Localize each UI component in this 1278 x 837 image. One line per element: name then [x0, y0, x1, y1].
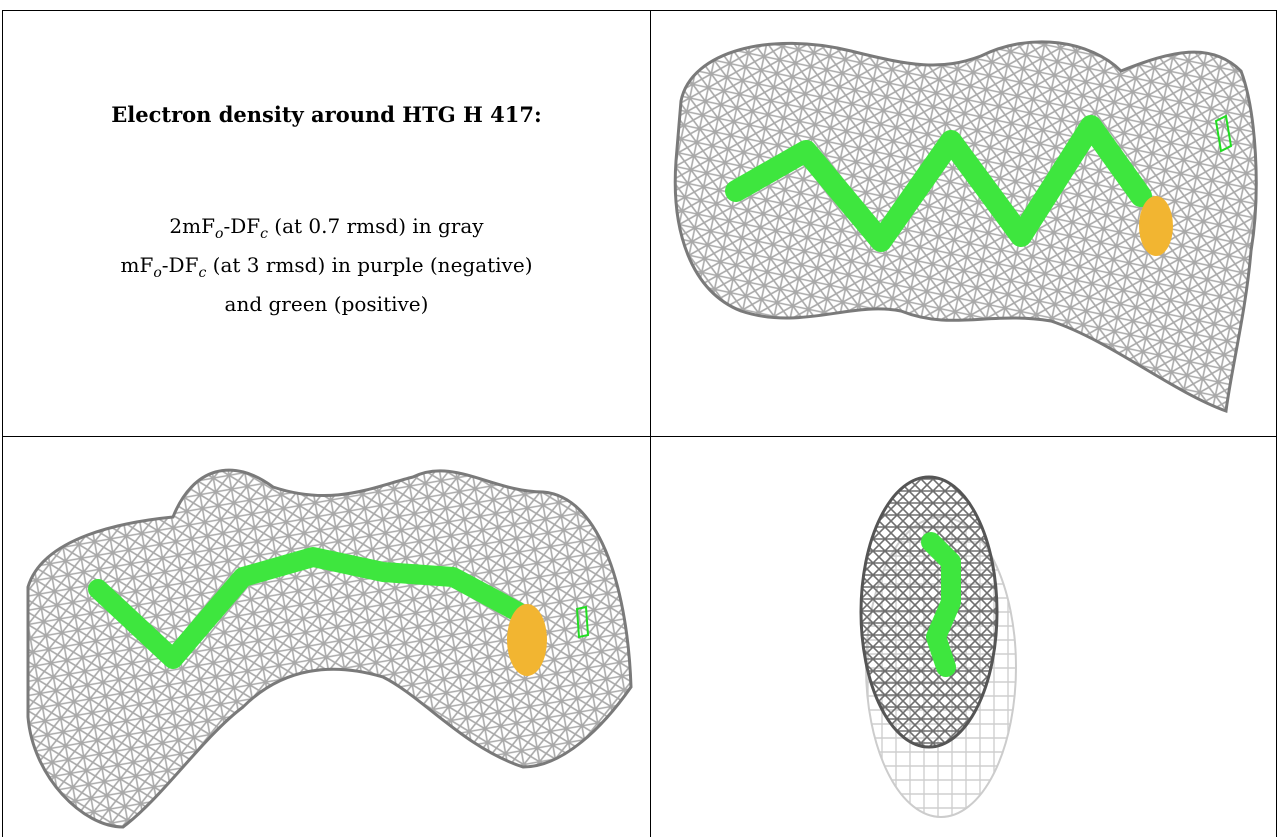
- legend-line-fofc: mFo-DFc (at 3 rmsd) in purple (negative): [120, 253, 533, 281]
- density-render-2: [26, 468, 633, 829]
- table-border-right: [1276, 10, 1277, 837]
- legend-cell: Electron density around HTG H 417: 2mFo-…: [3, 11, 650, 436]
- table-border-top: [2, 10, 1277, 11]
- gray-mesh: [675, 41, 1257, 411]
- density-view-bottom-left: [3, 437, 650, 837]
- legend-line-2fofc: 2mFo-DFc (at 0.7 rmsd) in gray: [169, 214, 484, 242]
- legend-line-colors: and green (positive): [224, 292, 429, 316]
- density-view-bottom-right: [651, 437, 1276, 837]
- mesh-outline: [673, 40, 1258, 414]
- density-render-3: [859, 475, 1017, 818]
- table-border-row: [2, 436, 1277, 437]
- density-render-1: [673, 40, 1258, 414]
- oxygen-atom: [1139, 196, 1173, 256]
- density-view-top-right: [651, 11, 1276, 436]
- ligand-bonds: [921, 532, 961, 677]
- legend-text: 2mFo-DFc (at 0.7 rmsd) in gray mFo-DFc (…: [3, 211, 650, 320]
- positive-density-blob: [575, 605, 590, 639]
- table-border-middle: [650, 10, 651, 837]
- positive-density-blob: [1214, 114, 1233, 153]
- mesh-outline: [26, 468, 633, 829]
- ligand-bonds: [725, 115, 1152, 252]
- figure-title: Electron density around HTG H 417:: [111, 102, 542, 127]
- oxygen-atom: [507, 604, 547, 676]
- gray-mesh: [859, 475, 999, 749]
- table-border-left: [2, 10, 3, 837]
- ligand-bonds: [88, 547, 528, 669]
